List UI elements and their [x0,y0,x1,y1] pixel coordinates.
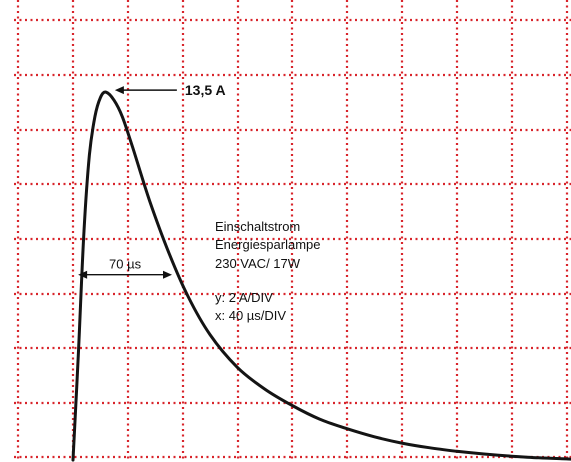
info-line-rating: 230 VAC/ 17W [215,256,301,271]
peak-annotation: 13,5 A [114,82,226,98]
info-line-device: Energiesparlampe [215,237,321,252]
pulse-width-arrow-left [78,270,88,279]
pulse-width-arrow-right [163,270,173,279]
current-waveform [71,90,571,462]
pulse-width-annotation: 70 µs [78,257,173,279]
info-line-title: Einschaltstrom [215,219,300,234]
x-scale-label: x: 40 µs/DIV [215,308,286,323]
grid-layer [14,0,571,462]
pulse-width-label: 70 µs [109,257,142,272]
y-scale-label: y: 2 A/DIV [215,290,273,305]
peak-current-label: 13,5 A [185,82,226,98]
measurement-info: Einschaltstrom Energiesparlampe 230 VAC/… [215,219,321,323]
peak-arrow-head [114,86,124,95]
